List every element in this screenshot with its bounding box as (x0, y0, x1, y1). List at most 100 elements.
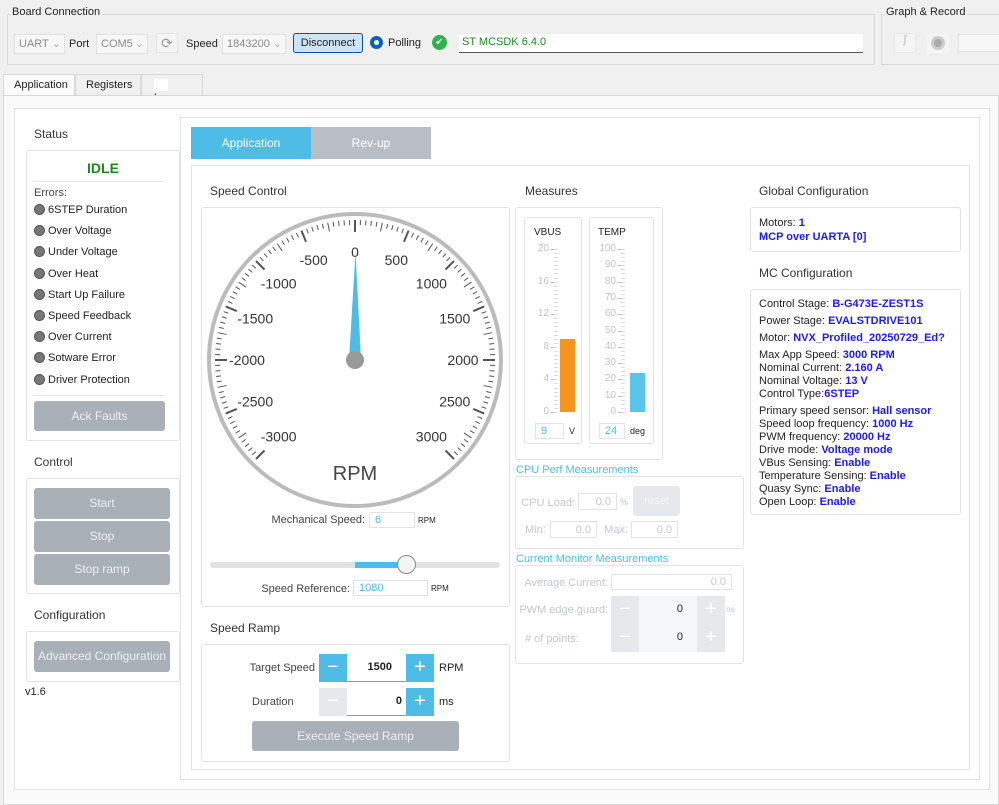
mc-config-key: Speed loop frequency: (759, 418, 873, 430)
gauge-tick (472, 305, 485, 312)
scale-minor-tick (554, 367, 558, 369)
record-name-field[interactable] (958, 34, 999, 52)
gauge-tick (403, 230, 410, 243)
gauge-tick (221, 316, 227, 319)
scale-minor-tick (554, 350, 558, 352)
mc-config-value: 1000 Hz (872, 418, 914, 430)
scale-minor-tick (621, 367, 625, 369)
scale-minor-tick (554, 285, 558, 287)
target-speed-label: Target Speed (249, 662, 315, 674)
gauge-tick (217, 385, 227, 388)
logs-checkbox[interactable] (154, 79, 168, 91)
error-label: Over Voltage (48, 225, 112, 238)
app-version: v1.6 (25, 686, 46, 698)
tab-registers[interactable]: Registers (75, 74, 141, 96)
mc-config-value: 13 V (845, 375, 868, 387)
port-select[interactable]: COM5 ⌄ (96, 34, 148, 54)
mc-config-value: Enable (819, 496, 856, 508)
slider-thumb[interactable] (397, 555, 417, 574)
tab-logs[interactable]: Logs (141, 74, 203, 104)
gauge-tick (251, 264, 257, 269)
pwm-edge-guard-decrement[interactable]: − (611, 596, 639, 624)
gauge-tick (472, 408, 485, 415)
refresh-ports-button[interactable]: ⟳ (156, 33, 178, 53)
motors-row: Motors: 1 (759, 217, 805, 229)
speed-reference-field[interactable]: 1080 (353, 580, 428, 596)
polling-radio[interactable] (370, 36, 383, 49)
error-indicator: Under Voltage (34, 246, 118, 258)
target-speed-decrement[interactable]: − (319, 654, 347, 682)
subtab-application[interactable]: Application (191, 127, 311, 159)
cpu-load-unit: % (620, 497, 629, 507)
gauge-tick (411, 232, 415, 238)
tab-application[interactable]: Application (3, 74, 75, 97)
graph-button[interactable]: ∫ (894, 33, 916, 53)
pwm-edge-guard-increment[interactable]: + (697, 596, 725, 624)
target-speed-input[interactable]: 1500 (347, 654, 406, 682)
status-led-icon (34, 267, 45, 279)
mc-config-key: PWM frequency: (759, 431, 844, 443)
ack-faults-button[interactable]: Ack Faults (34, 401, 165, 431)
baudrate-select[interactable]: 1843200 ⌄ (222, 34, 286, 54)
gauge-tick (215, 343, 221, 345)
mc-config-row: Power Stage: EVALSTDRIVE101 (759, 315, 923, 327)
pwm-edge-guard-input[interactable]: 0 (639, 596, 697, 624)
scale-minor-tick (554, 269, 558, 271)
scale-minor-tick (621, 265, 625, 267)
points-increment[interactable]: + (697, 624, 725, 652)
subtab-revup[interactable]: Rev-up (311, 127, 431, 159)
gauge-tick (321, 223, 324, 229)
points-decrement[interactable]: − (611, 624, 639, 652)
gauge-tick (248, 268, 253, 273)
scale-minor-tick (621, 285, 625, 287)
gauge-tick (327, 222, 330, 232)
reset-button[interactable]: reset (633, 486, 680, 516)
cpu-min-label: Min: (525, 524, 546, 536)
duration-input[interactable]: 0 (347, 688, 406, 716)
scale-minor-tick (554, 407, 558, 409)
target-speed-increment[interactable]: + (406, 654, 434, 682)
scale-minor-tick (554, 265, 558, 267)
gauge-tick (475, 420, 480, 425)
scale-minor-tick (621, 318, 625, 320)
scale-minor-tick (554, 249, 558, 250)
start-button[interactable]: Start (34, 488, 170, 519)
duration-decrement[interactable]: − (319, 688, 347, 716)
gauge-tick (215, 375, 221, 377)
mc-config-value: Hall sensor (872, 405, 932, 417)
status-led-icon (34, 310, 45, 321)
mc-config-value: 2.160 A (845, 362, 884, 374)
scale-minor-tick (554, 293, 558, 295)
target-speed-unit: RPM (439, 662, 464, 674)
execute-speed-ramp-button[interactable]: Execute Speed Ramp (252, 721, 459, 751)
gauge-tick-label: 0 (351, 244, 359, 260)
gauge-tick (425, 240, 429, 246)
errors-label: Errors: (34, 187, 67, 199)
stop-button[interactable]: Stop (34, 521, 170, 552)
gauge-tick (227, 300, 233, 304)
stop-ramp-button[interactable]: Stop ramp (34, 554, 170, 585)
temp-label: TEMP (598, 227, 626, 238)
gauge-tick (484, 321, 490, 324)
advanced-configuration-button[interactable]: Advanced Configuration (34, 641, 170, 672)
gauge-tick (244, 443, 250, 448)
gauge-tick (220, 396, 226, 399)
speed-slider[interactable] (210, 555, 500, 574)
scale-minor-tick (621, 334, 625, 336)
mc-config-key: Nominal Current: (759, 362, 846, 374)
gauge-tick (486, 391, 492, 394)
mc-config-key: Quasy Sync: (759, 483, 825, 495)
mc-config-key: Primary speed sensor: (759, 405, 873, 417)
scale-minor-tick (621, 297, 625, 299)
points-input[interactable]: 0 (639, 624, 697, 652)
duration-increment[interactable]: + (406, 688, 434, 716)
gauge-tick (477, 300, 483, 304)
interface-select[interactable]: UART ⌄ (14, 34, 65, 54)
disconnect-button[interactable]: Disconnect (293, 33, 363, 53)
mc-config-row: Speed loop frequency: 1000 Hz (759, 418, 913, 430)
waveform-icon: ∫ (903, 34, 907, 46)
scale-tick-label: 4 (543, 373, 549, 385)
error-indicator: Sotware Error (34, 352, 116, 364)
record-button[interactable] (927, 33, 949, 53)
mc-config-row: VBus Sensing: Enable (759, 457, 870, 469)
